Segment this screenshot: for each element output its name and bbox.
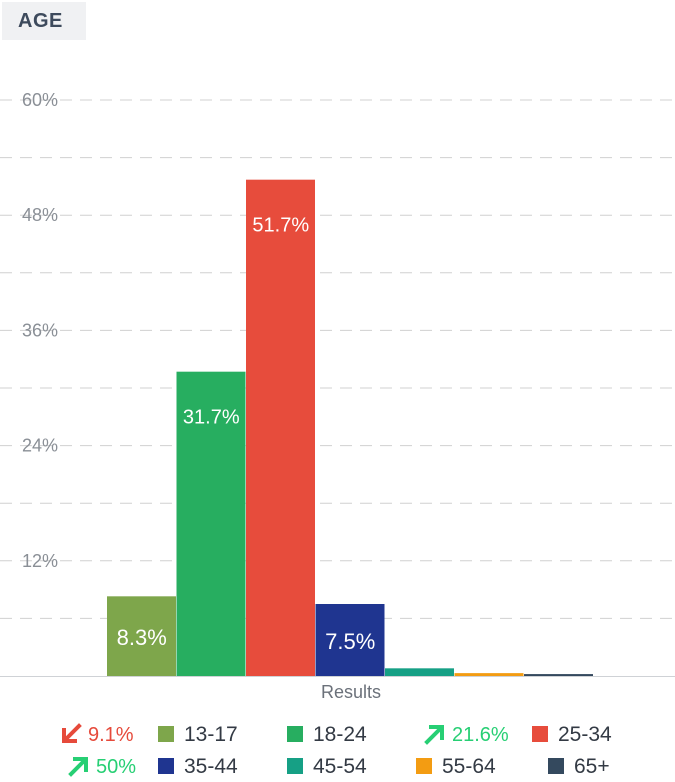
y-tick-label: 36% xyxy=(22,320,58,340)
legend-label: 13-17 xyxy=(184,723,238,746)
legend-item-35-44[interactable]: 35-44 xyxy=(158,752,238,782)
trend-35-44: 50% xyxy=(68,752,136,782)
y-tick-label: 48% xyxy=(22,205,58,225)
legend-swatch xyxy=(416,757,432,774)
legend-swatch xyxy=(548,757,564,774)
y-tick-label: 60% xyxy=(22,90,58,110)
legend: 9.1% 13-17 18-24 21.6% 25-34 50% 35-44 4… xyxy=(0,716,675,778)
legend-label: 35-44 xyxy=(184,755,238,778)
bar-55-64 xyxy=(454,673,524,676)
data-label: 51.7% xyxy=(252,215,309,237)
legend-item-65-plus[interactable]: 65+ xyxy=(548,752,610,782)
bar-13-17 xyxy=(107,596,176,676)
arrow-up-right-icon xyxy=(68,756,88,777)
legend-swatch xyxy=(287,757,303,774)
data-label: 31.7% xyxy=(183,407,240,429)
age-bar-chart: 12% 24% 36% 48% 60% 8.3% 31.7% 51.7% 7.5% Results xyxy=(0,90,675,702)
data-label: 7.5% xyxy=(325,629,375,654)
bar-25-34 xyxy=(246,179,315,676)
y-tick-label: 12% xyxy=(22,551,58,571)
trend-value: 9.1% xyxy=(88,724,134,746)
legend-label: 18-24 xyxy=(313,723,367,746)
section-title: AGE xyxy=(2,2,86,40)
arrow-up-right-icon xyxy=(424,724,444,745)
legend-item-45-54[interactable]: 45-54 xyxy=(287,752,367,782)
legend-item-25-34[interactable]: 25-34 xyxy=(532,720,612,750)
legend-item-18-24[interactable]: 18-24 xyxy=(287,720,367,750)
trend-25-34: 21.6% xyxy=(424,720,509,750)
arrow-down-left-icon xyxy=(62,722,82,743)
legend-swatch xyxy=(532,725,548,742)
legend-label: 25-34 xyxy=(558,723,612,746)
bar-18-24 xyxy=(176,371,246,676)
trend-value: 50% xyxy=(96,756,137,778)
bar-35-44 xyxy=(315,604,385,676)
legend-swatch xyxy=(287,725,303,742)
data-label: 8.3% xyxy=(117,625,167,650)
bar-45-54 xyxy=(385,668,454,676)
trend-value: 21.6% xyxy=(452,724,509,746)
legend-swatch xyxy=(158,757,174,774)
legend-label: 45-54 xyxy=(313,755,367,778)
legend-label: 55-64 xyxy=(442,755,496,778)
x-axis-label: Results xyxy=(321,682,381,702)
trend-13-17: 9.1% xyxy=(60,720,134,750)
y-tick-label: 24% xyxy=(22,436,58,456)
legend-label: 65+ xyxy=(574,755,610,778)
legend-swatch xyxy=(158,725,174,742)
bar-65-plus xyxy=(524,674,593,676)
legend-item-55-64[interactable]: 55-64 xyxy=(416,752,496,782)
legend-item-13-17[interactable]: 13-17 xyxy=(158,720,238,750)
